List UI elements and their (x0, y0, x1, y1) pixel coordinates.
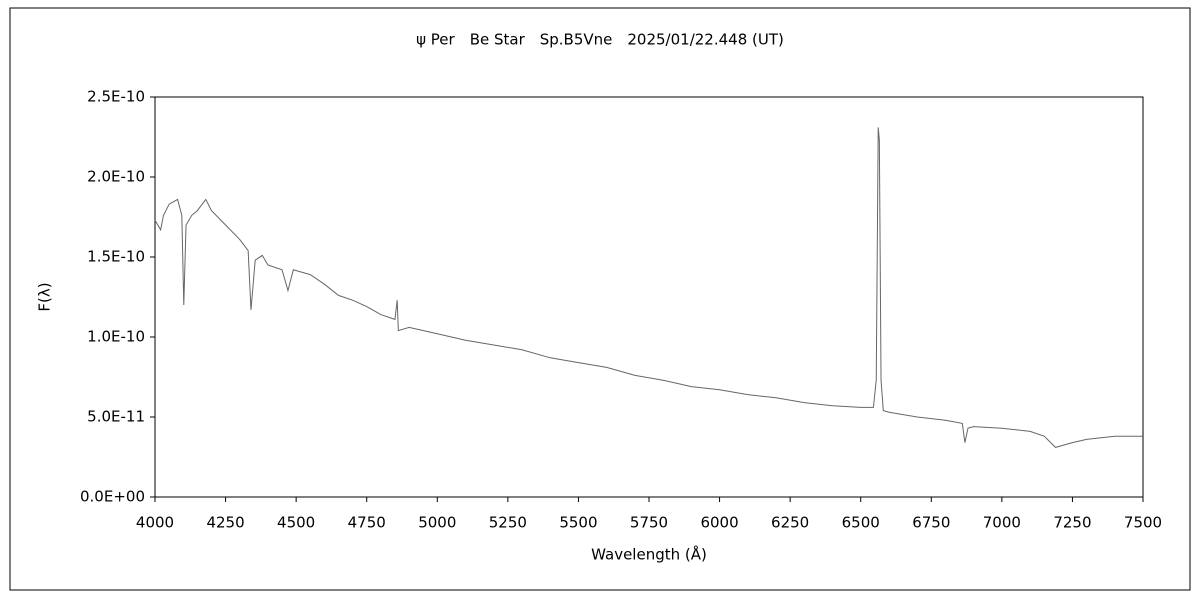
x-tick-label: 4000 (136, 514, 174, 532)
x-tick-label: 6750 (912, 514, 950, 532)
y-tick-label: 1.0E-10 (87, 328, 145, 346)
y-tick-label: 1.5E-10 (87, 248, 145, 266)
y-axis-label: F(λ) (36, 282, 54, 311)
x-tick-label: 5500 (559, 514, 597, 532)
x-tick-label: 7500 (1124, 514, 1162, 532)
x-tick-label: 5750 (630, 514, 668, 532)
x-tick-label: 4250 (206, 514, 244, 532)
x-tick-label: 5000 (418, 514, 456, 532)
x-tick-label: 7250 (1053, 514, 1091, 532)
spectrum-line (154, 127, 1143, 448)
x-tick-label: 6250 (771, 514, 809, 532)
x-tick-label: 4500 (277, 514, 315, 532)
y-tick-label: 5.0E-11 (87, 408, 145, 426)
x-tick-label: 6000 (700, 514, 738, 532)
chart-frame (9, 7, 1191, 591)
chart-title: ψ Per Be Star Sp.B5Vne 2025/01/22.448 (U… (416, 31, 784, 49)
x-tick-label: 6500 (842, 514, 880, 532)
y-tick-label: 2.5E-10 (87, 88, 145, 106)
x-axis-label: Wavelength (Å) (591, 545, 707, 564)
y-tick-label: 0.0E+00 (80, 488, 145, 506)
x-tick-label: 7000 (983, 514, 1021, 532)
x-tick-label: 4750 (348, 514, 386, 532)
y-tick-label: 2.0E-10 (87, 168, 145, 186)
x-tick-label: 5250 (489, 514, 527, 532)
